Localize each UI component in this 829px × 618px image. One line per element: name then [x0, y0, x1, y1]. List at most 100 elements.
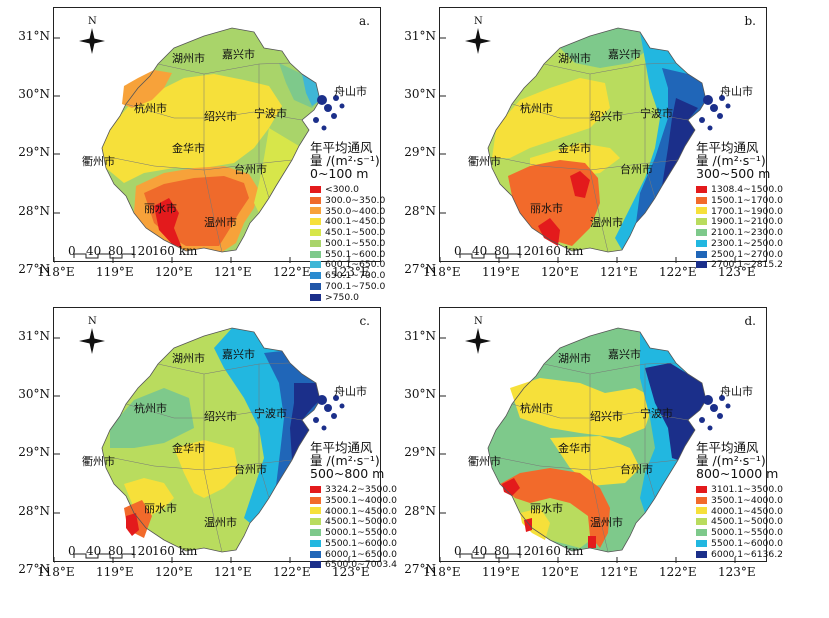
lat-label: 29°N [18, 445, 50, 459]
legend-item: 3500.1~4000.0 [310, 495, 397, 506]
city-label: 台州市 [234, 163, 267, 176]
legend-swatch [310, 507, 321, 515]
island [717, 113, 723, 119]
lon-label: 118°E [37, 265, 75, 279]
city-label: 杭州市 [520, 102, 553, 115]
city-label: 丽水市 [144, 202, 177, 215]
city-label: 台州市 [620, 163, 653, 176]
legend-swatch [310, 529, 321, 537]
scale-tick-label: 160 km [538, 544, 584, 558]
legend: 年平均通风量 /(m²·s⁻¹) 300~500 m 1308.4~1500.0 15… [696, 141, 783, 270]
city-boundary [543, 62, 677, 75]
city-label: 丽水市 [530, 202, 563, 215]
lat-label: 27°N [18, 562, 50, 576]
scale-tick-label: 120 [516, 544, 539, 558]
city-label: 嘉兴市 [608, 48, 641, 61]
legend-item-label: 1308.4~1500.0 [711, 183, 783, 195]
scale-bar [73, 553, 135, 559]
legend-item: 5500.1~6000.0 [310, 538, 397, 549]
legend-swatch [310, 496, 321, 504]
legend-item-label: 700.1~750.0 [325, 281, 386, 293]
legend-item-label: 6000.1~6500.0 [325, 548, 397, 560]
legend-item-label: 550.1~600.0 [325, 248, 386, 260]
lon-label: 122°E [273, 265, 311, 279]
scale-tick-label: 80 [108, 244, 124, 258]
island [719, 395, 725, 401]
legend-swatch [696, 185, 707, 193]
city-label: 衢州市 [468, 155, 501, 168]
scale-tick-label: 0 [454, 544, 462, 558]
wind-zone [588, 536, 596, 548]
city-label: 杭州市 [520, 402, 553, 415]
lat-label: 29°N [404, 145, 436, 159]
lat-label: 31°N [18, 29, 50, 43]
legend: 年平均通风量 /(m²·s⁻¹) 800~1000 m 3101.1~3500.0 3… [696, 441, 783, 560]
island [703, 395, 713, 405]
lat-label: 28°N [18, 204, 50, 218]
scale-tick-label: 40 [472, 244, 488, 258]
legend-title-line2: 量 /(m²·s⁻¹) [696, 153, 766, 168]
city-boundary [644, 64, 656, 199]
city-boundary [125, 103, 303, 121]
wind-zone [110, 388, 194, 448]
island [324, 104, 332, 112]
lon-label: 121°E [214, 265, 252, 279]
city-label: 嘉兴市 [608, 348, 641, 361]
legend-item-label: 1900.1~2100.0 [711, 216, 783, 228]
lat-label: 27°N [404, 562, 436, 576]
city-label: 舟山市 [334, 385, 367, 398]
city-label: 舟山市 [334, 85, 367, 98]
lon-label: 121°E [600, 265, 638, 279]
city-label: 宁波市 [640, 407, 673, 420]
legend-swatch [310, 550, 321, 558]
lat-label: 31°N [404, 329, 436, 343]
legend-item-label: 4500.1~5000.0 [325, 516, 397, 528]
lat-label: 30°N [404, 87, 436, 101]
city-label: 绍兴市 [204, 410, 237, 423]
city-label: 嘉兴市 [222, 348, 255, 361]
legend-item-label: 2500.1~2700.0 [711, 248, 783, 260]
province-boundary [101, 27, 321, 253]
lon-label: 123°E [332, 265, 370, 279]
lat-label: 29°N [18, 145, 50, 159]
legend-item: 2500.1~2700.0 [696, 249, 783, 260]
wind-zone [550, 436, 640, 486]
legend-item: 2300.1~2500.0 [696, 238, 783, 249]
legend-item: 500.1~550.0 [310, 238, 385, 249]
legend-item: 3500.1~4000.0 [696, 495, 783, 506]
city-boundary [511, 403, 689, 421]
island [717, 413, 723, 419]
legend-swatch [310, 518, 321, 526]
wind-zone [174, 440, 239, 498]
legend-height-range: 500~800 m [310, 466, 385, 481]
legend-title-line2: 量 /(m²·s⁻¹) [310, 453, 380, 468]
city-boundary [644, 364, 656, 499]
legend-item: 5000.1~5500.0 [696, 527, 783, 538]
legend-item: 350.0~400.0 [310, 206, 385, 217]
legend-item-label: 3500.1~4000.0 [711, 494, 783, 506]
wind-zone [645, 363, 706, 460]
lat-label: 30°N [18, 387, 50, 401]
legend-swatch [696, 550, 707, 558]
scale-tick-label: 0 [68, 244, 76, 258]
legend-item: 3324.2~3500.0 [310, 484, 397, 495]
zhejiang-map [54, 327, 350, 563]
city-label: 衢州市 [82, 155, 115, 168]
legend-item: 6500.0~7003.4 [310, 559, 397, 570]
lat-label: 27°N [18, 262, 50, 276]
lat-label: 28°N [404, 204, 436, 218]
wind-zone [570, 171, 590, 198]
legend-height-range: 0~100 m [310, 166, 369, 181]
island [699, 417, 705, 423]
scale-tick-label: 0 [454, 244, 462, 258]
legend-item: 650.1~700.0 [310, 270, 385, 281]
wind-zone [254, 128, 299, 213]
north-label: N [474, 16, 483, 27]
lon-label: 121°E [214, 565, 252, 579]
island [313, 117, 319, 123]
north-arrow-icon [465, 28, 491, 54]
legend-item-label: 650.1~700.0 [325, 270, 386, 282]
